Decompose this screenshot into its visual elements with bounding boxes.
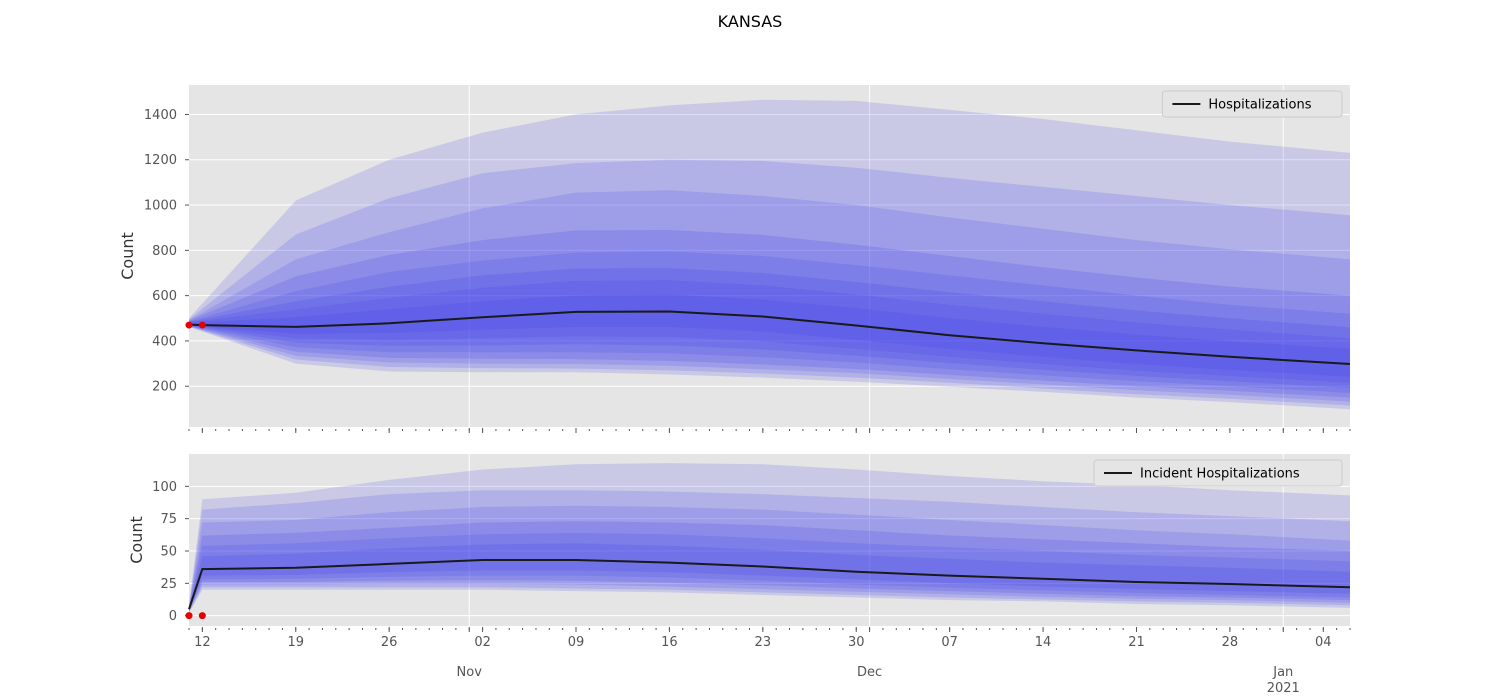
legend-label: Hospitalizations — [1208, 98, 1311, 113]
x-day-tick-label: 09 — [568, 635, 585, 650]
observed-point — [198, 321, 206, 329]
x-day-tick-label: 16 — [661, 635, 678, 650]
y-tick-label: 25 — [160, 577, 177, 592]
quantile-band — [189, 251, 1350, 393]
hospitalizations-panel: 200 400 600 800 1000 1200 1400 Count Hospitaliza… — [118, 85, 1351, 433]
y-tick-label: 0 — [169, 609, 177, 624]
quantile-band — [189, 505, 1350, 612]
y-tick-label: 100 — [152, 480, 177, 495]
quantile-band — [189, 280, 1350, 383]
x-day-tick-label: 30 — [848, 635, 865, 650]
x-day-tick-label: 19 — [287, 635, 304, 650]
y-tick-label: 1200 — [144, 153, 177, 168]
x-day-tick-label: 12 — [194, 635, 211, 650]
x-day-tick-label: 02 — [474, 635, 491, 650]
x-day-tick-label: 21 — [1128, 635, 1145, 650]
quantile-band — [189, 532, 1350, 611]
x-day-tick-label: 23 — [755, 635, 772, 650]
y-tick-label: 200 — [152, 380, 177, 395]
median-line — [188, 310, 1351, 365]
observed-point — [198, 612, 206, 620]
quantile-band — [189, 490, 1350, 613]
x-day-tick-label: 04 — [1315, 635, 1332, 650]
x-day-tick-label: 14 — [1035, 635, 1052, 650]
y-tick-label: 50 — [160, 544, 177, 559]
median-line — [188, 559, 1351, 610]
y-tick-label: 1000 — [144, 199, 177, 214]
legend-box — [1093, 459, 1343, 487]
y-tick-label: 1400 — [144, 108, 177, 123]
quantile-band — [189, 99, 1350, 410]
quantile-band — [189, 190, 1350, 402]
quantile-band — [189, 268, 1350, 388]
x-year-tick-label: 2021 — [1267, 681, 1300, 696]
x-day-tick-label: 28 — [1222, 635, 1239, 650]
observed-point — [185, 321, 193, 329]
legend-label: Incident Hospitalizations — [1140, 467, 1300, 482]
quantile-band — [189, 230, 1350, 398]
y-axis-label: Count — [127, 516, 146, 564]
y-tick-label: 400 — [152, 334, 177, 349]
y-tick-label: 75 — [160, 512, 177, 527]
legend-box — [1161, 90, 1343, 118]
x-month-tick-label: Dec — [857, 665, 882, 680]
x-month-tick-label: Jan — [1272, 665, 1293, 680]
y-tick-label: 800 — [152, 244, 177, 259]
observed-point — [185, 612, 193, 620]
y-tick-label: 600 — [152, 289, 177, 304]
incident-hospitalizations-panel: 0 25 50 75 100 Count Incident Hospitalizations — [127, 454, 1351, 632]
quantile-band — [189, 294, 1350, 377]
plot-background — [189, 85, 1350, 427]
x-month-tick-label: Nov — [457, 665, 483, 680]
y-axis-label: Count — [118, 232, 137, 280]
x-day-tick-label: 26 — [381, 635, 398, 650]
figure-title: KANSAS — [718, 12, 783, 31]
quantile-band — [189, 463, 1350, 614]
x-day-tick-label: 07 — [941, 635, 958, 650]
